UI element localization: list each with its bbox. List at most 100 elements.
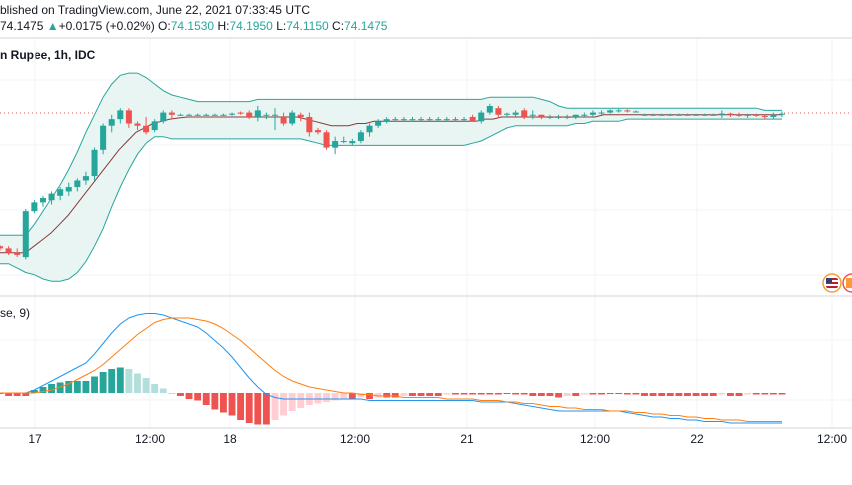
histogram-bar — [245, 393, 253, 423]
in-flag-icon[interactable] — [842, 273, 852, 293]
candle-body — [349, 141, 356, 144]
candle-body — [426, 119, 433, 121]
histogram-bar — [185, 393, 193, 399]
histogram-bar — [168, 393, 176, 394]
change-arrow-icon: ▲ — [46, 19, 59, 33]
candle-body — [383, 119, 390, 122]
macd-line — [0, 313, 782, 424]
candle-body — [589, 112, 596, 115]
histogram-bar — [159, 388, 167, 393]
histogram-bar — [589, 393, 597, 395]
candle-body — [125, 110, 132, 124]
candle-body — [366, 125, 373, 133]
candle-body — [693, 114, 700, 116]
histogram-bar — [331, 393, 339, 401]
histogram-bar — [134, 373, 141, 393]
histogram-bar — [323, 393, 330, 402]
candle-body — [237, 112, 244, 114]
open-label: O: — [158, 19, 171, 33]
candle-body — [770, 114, 777, 117]
histogram-bar — [383, 393, 391, 398]
histogram-bar — [73, 381, 81, 393]
histogram-bar — [280, 393, 288, 416]
candle-body — [701, 114, 708, 116]
candle-body — [461, 119, 468, 121]
histogram-bar — [202, 393, 210, 405]
candle-body — [409, 119, 416, 121]
candle-body — [478, 112, 485, 122]
histogram-bar — [340, 393, 348, 399]
x-tick-label: 22 — [690, 432, 704, 446]
histogram-bar — [409, 393, 416, 396]
candle-body — [572, 114, 579, 117]
histogram-bar — [658, 393, 666, 396]
histogram-bar — [598, 393, 605, 395]
histogram-bar — [237, 393, 245, 420]
candle-body — [469, 116, 476, 122]
signal-line — [0, 317, 782, 422]
candle-body — [486, 106, 493, 113]
histogram-bar — [48, 384, 55, 393]
candle-body — [186, 114, 193, 116]
candle-body — [0, 246, 4, 249]
candle-body — [289, 112, 296, 124]
us-flag-icon[interactable] — [822, 273, 842, 293]
bollinger-bands — [0, 72, 782, 282]
candle-body — [418, 119, 425, 121]
histogram-bar — [537, 393, 545, 396]
candle-body — [400, 119, 407, 121]
candle-body — [667, 114, 674, 116]
high-label: H: — [217, 19, 230, 33]
histogram-bar — [744, 393, 752, 395]
candle-body — [194, 114, 201, 116]
histogram-bar — [761, 393, 769, 395]
candle-body — [452, 119, 459, 121]
candle-body — [5, 248, 12, 253]
histogram-bar — [271, 393, 279, 420]
histogram-bar — [426, 393, 434, 396]
candle-body — [521, 110, 528, 117]
candle-body — [108, 119, 115, 126]
histogram-bar — [684, 393, 691, 396]
band-fill — [0, 73, 782, 282]
low-label: L: — [276, 19, 287, 33]
candle-body — [684, 114, 691, 116]
candle-body — [641, 114, 648, 116]
candle-body — [246, 112, 253, 117]
candle-body — [607, 110, 614, 113]
histogram-bar — [254, 393, 262, 425]
candle-body — [435, 119, 442, 121]
ohlc-header: 74.1475 ▲+0.0175 (+0.02%) O:74.1530 H:74… — [0, 19, 387, 33]
macd-title: se, 9) — [0, 306, 31, 320]
candle-body — [624, 110, 631, 112]
candle-body — [736, 114, 743, 116]
histogram-bar — [752, 393, 760, 395]
candle-body — [710, 114, 717, 116]
histogram-bar — [177, 393, 184, 396]
candle-body — [229, 113, 236, 115]
histogram-bar — [649, 393, 657, 396]
candle-body — [529, 114, 536, 116]
candle-body — [143, 125, 150, 133]
histogram-bar — [374, 393, 382, 398]
candle-body — [761, 115, 768, 117]
candle-body — [495, 108, 502, 115]
candle-body — [117, 110, 124, 120]
histogram-bar — [529, 393, 537, 396]
candle-body — [718, 113, 725, 115]
histogram-bar — [219, 393, 227, 413]
histogram-bar — [546, 393, 554, 396]
histogram-bar — [22, 393, 30, 396]
candle-body — [134, 123, 141, 126]
histogram-bar — [709, 393, 717, 396]
histogram-bar — [778, 393, 786, 395]
candle-body — [546, 116, 553, 118]
x-tick-label: 12:00 — [580, 432, 610, 446]
candle-body — [297, 114, 304, 117]
x-tick-label: 12:00 — [135, 432, 165, 446]
candle-body — [598, 112, 605, 114]
histogram-bar — [297, 393, 305, 408]
histogram-bar — [580, 393, 588, 395]
histogram-bar — [142, 378, 150, 393]
